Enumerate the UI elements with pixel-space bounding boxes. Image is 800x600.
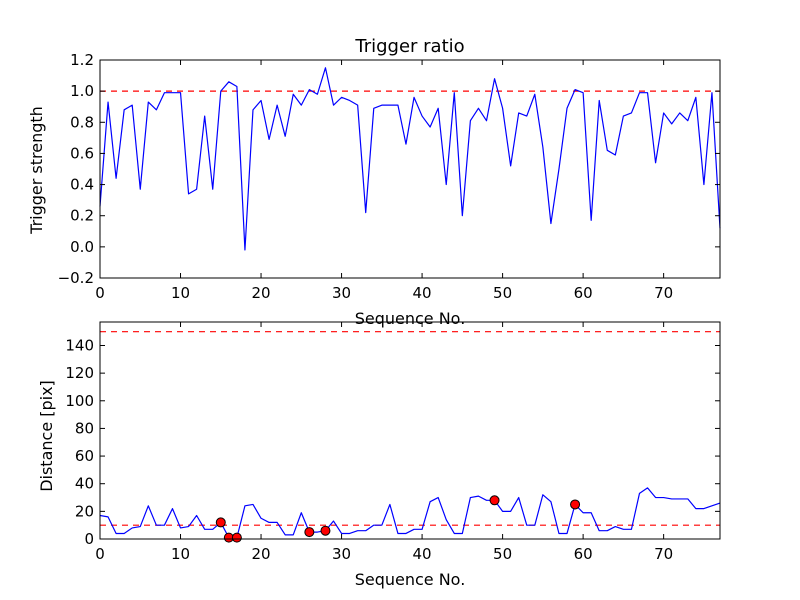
- x-tick-label: 10: [171, 545, 190, 563]
- plot-frame: [99, 321, 721, 540]
- plot-frame: [99, 59, 721, 279]
- y-tick-label: 120: [65, 364, 94, 382]
- x-tick-label: 50: [493, 284, 512, 302]
- y-tick-label: 0.8: [70, 113, 94, 131]
- y-tick-label: 60: [75, 447, 94, 465]
- x-tick-label: 30: [332, 545, 351, 563]
- data-point-marker: [320, 525, 331, 536]
- y-axis-label: Trigger strength: [27, 106, 46, 235]
- x-tick-label: 20: [251, 545, 270, 563]
- event-markers: [215, 495, 581, 543]
- x-tick-label: 20: [251, 284, 270, 302]
- x-axis-label: Sequence No.: [355, 309, 466, 328]
- y-axis-label: Distance [pix]: [37, 380, 56, 492]
- x-tick-label: 60: [574, 284, 593, 302]
- y-tick-label: 0.6: [70, 144, 94, 162]
- y-tick-label: −0.2: [58, 269, 94, 287]
- x-tick-label: 30: [332, 284, 351, 302]
- y-tick-label: 40: [75, 475, 94, 493]
- y-tick-label: 0.4: [70, 176, 94, 194]
- y-tick-label: 1.0: [70, 82, 94, 100]
- x-tick-label: 0: [95, 284, 105, 302]
- distance-series: [99, 487, 721, 539]
- trigger-ratio-panel: Trigger ratio 0 10 20 30 40 50 60 70−0.20.00.20…: [27, 36, 721, 328]
- x-tick-label: 60: [574, 545, 593, 563]
- x-tick-label: 50: [493, 545, 512, 563]
- chart-title: Trigger ratio: [354, 36, 464, 57]
- series-line: [99, 487, 721, 539]
- y-tick-label: 1.2: [70, 51, 94, 69]
- y-tick-label: 140: [65, 336, 94, 354]
- data-point-marker: [215, 517, 226, 528]
- distance-panel: 0 10 20 30 40 50 60 70 0 20 40 60 80 100 120 140 Sequen…: [37, 321, 721, 589]
- x-tick-label: 70: [654, 284, 673, 302]
- series-line: [99, 67, 721, 251]
- data-point-marker: [231, 532, 242, 543]
- y-tick-label: 0.2: [70, 207, 94, 225]
- y-tick-label: 20: [75, 502, 94, 520]
- axis-ticks: 0 10 20 30 40 50 60 70 0 20 40 60 80 100 120 140: [65, 322, 720, 563]
- axis-ticks: 0 10 20 30 40 50 60 70 −0.2 0.0 0.2 0.4 0.6 0.8 1.0 1.2: [58, 51, 720, 302]
- y-tick-label: 80: [75, 419, 94, 437]
- x-tick-label: 10: [171, 284, 190, 302]
- y-tick-label: 0: [84, 530, 94, 548]
- data-point-marker: [304, 527, 315, 538]
- y-tick-label: 0.0: [70, 238, 94, 256]
- trigger-strength-series: [99, 67, 721, 251]
- x-tick-label: 70: [654, 545, 673, 563]
- data-point-marker: [570, 499, 581, 510]
- x-tick-label: 40: [413, 284, 432, 302]
- y-tick-label: 100: [65, 392, 94, 410]
- x-tick-label: 0: [95, 545, 105, 563]
- data-point-marker: [489, 495, 500, 506]
- x-axis-label: Sequence No.: [355, 570, 466, 589]
- x-tick-label: 40: [413, 545, 432, 563]
- threshold-lines: [100, 331, 720, 526]
